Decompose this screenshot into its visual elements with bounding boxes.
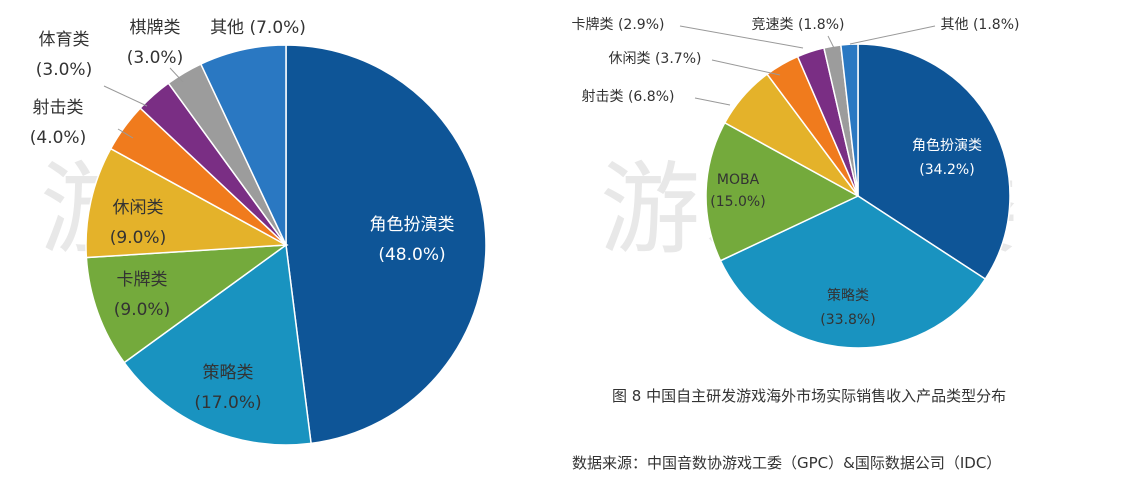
- pie1-slice-3-wedge: [85, 244, 289, 364]
- pie2-slice-5-leader-line: [711, 59, 781, 76]
- pie1-slice-3-category-label: 卡牌类: [117, 270, 168, 290]
- pie-chart-right: 角色扮演类 (34.2%) 策略类 (33.8%) MOBA (15.0%) 射击类 (6.…: [572, 16, 1020, 349]
- pie2-slice-7-leader-line: [827, 35, 835, 49]
- pie2-slice-2-category-label: 策略类: [827, 287, 869, 304]
- pie1-slice-5-leader-line: [117, 128, 134, 139]
- pie2-slice-1-category-label: 角色扮演类: [912, 137, 982, 154]
- pie2-slice-2-wedge: [719, 195, 987, 349]
- pie1-slice-6-category-label: 体育类: [39, 30, 90, 50]
- pie2-slice-8-label: 其他 (1.8%): [941, 17, 1020, 33]
- pie2-slice-4-leader-line: [694, 97, 731, 106]
- pie1-slice-2-value-label: (17.0%): [194, 393, 261, 413]
- pie1-slice-1-category-label: 角色扮演类: [370, 215, 455, 235]
- pie1-slice-5-value-label: (4.0%): [30, 128, 86, 148]
- pie2-slice-3-category-label: MOBA: [717, 172, 760, 188]
- pie2-slice-4-label: 射击类 (6.8%): [582, 89, 675, 105]
- pie1-slice-1-value-label: (48.0%): [378, 245, 445, 265]
- pie2-slice-6-leader-line: [679, 25, 804, 49]
- pie2-slice-6-label: 卡牌类 (2.9%): [572, 16, 665, 33]
- pie1-slice-6-value-label: (3.0%): [36, 60, 92, 80]
- pie2-slice-1-value-label: (34.2%): [919, 162, 974, 178]
- pie2-slice-3-value-label: (15.0%): [710, 194, 765, 210]
- pie1-slice-7-category-label: 棋牌类: [130, 18, 181, 38]
- pie1-slice-7-value-label: (3.0%): [127, 48, 183, 68]
- pie1-slice-4-wedge: [85, 147, 289, 259]
- pie1-slice-6-leader-line: [103, 85, 148, 107]
- pie1-slice-1-wedge: [285, 44, 487, 445]
- pie2-slice-3-wedge: [705, 121, 860, 262]
- pie1-slice-3-value-label: (9.0%): [114, 300, 170, 320]
- pie1-slice-2-category-label: 策略类: [203, 363, 254, 383]
- pie1-slice-4-value-label: (9.0%): [110, 228, 166, 248]
- pie2-slice-8-wedge: [840, 43, 859, 197]
- pie2-slice-8-leader-line: [849, 25, 936, 45]
- pie1-slice-8-wedge: [199, 44, 287, 246]
- figure-caption: 图 8 中国自主研发游戏海外市场实际销售收入产品类型分布: [612, 387, 1007, 405]
- data-source-note: 数据来源：中国音数协游戏工委（GPC）&国际数据公司（IDC）: [572, 454, 1002, 472]
- pie1-slice-5-category-label: 射击类: [33, 98, 84, 118]
- pie2-slice-5-label: 休闲类 (3.7%): [609, 51, 702, 67]
- pie2-slice-2-value-label: (33.8%): [820, 312, 875, 328]
- pie2-slice-7-label: 竞速类 (1.8%): [752, 16, 845, 33]
- pie1-slice-7-leader-line: [169, 67, 184, 83]
- pie1-slice-8-label: 其他 (7.0%): [210, 18, 306, 38]
- pie-chart-left: 角色扮演类 (48.0%) 策略类 (17.0%) 卡牌类 (9.0%) 休闲类 (9.0%)…: [30, 18, 487, 446]
- pie1-slice-2-wedge: [123, 243, 312, 446]
- pie1-slice-4-category-label: 休闲类: [113, 198, 164, 218]
